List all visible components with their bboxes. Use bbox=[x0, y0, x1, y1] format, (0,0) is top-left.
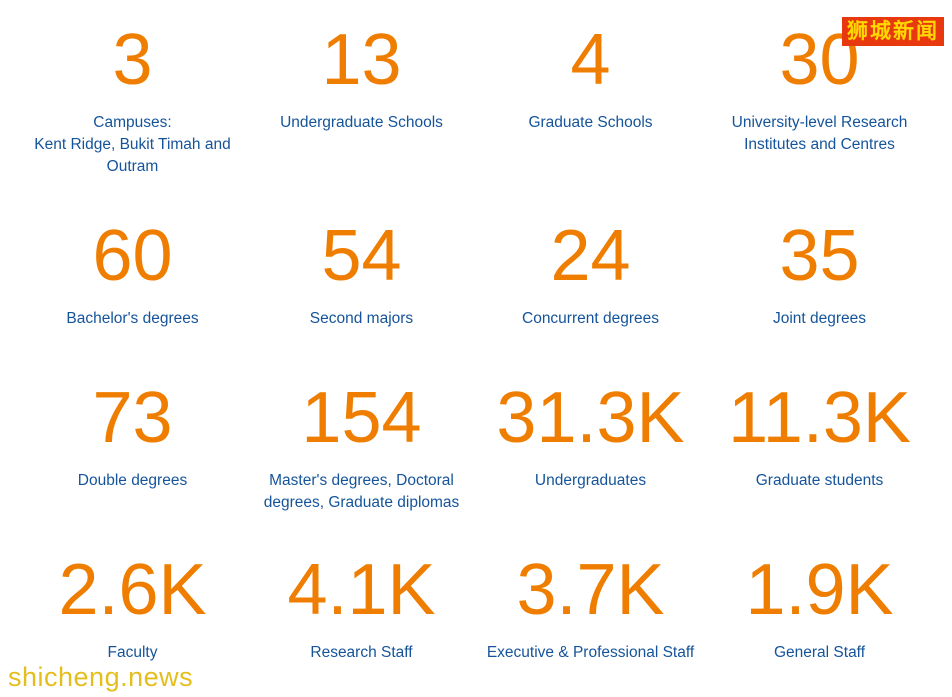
stat-value: 154 bbox=[301, 378, 422, 458]
stat-label: Campuses: Kent Ridge, Bukit Timah and Ou… bbox=[34, 113, 231, 175]
stat-value: 31.3K bbox=[496, 378, 685, 458]
stat-label: Bachelor's degrees bbox=[66, 309, 199, 327]
stat-label: Master's degrees, Doctoral degrees, Grad… bbox=[263, 471, 460, 511]
stat-label: Undergraduates bbox=[534, 471, 647, 489]
stat-concurrent-degrees: 24 Concurrent degrees bbox=[476, 216, 705, 330]
stat-label: Second majors bbox=[309, 309, 414, 327]
stat-value: 35 bbox=[779, 216, 860, 296]
stat-bachelors-degrees: 60 Bachelor's degrees bbox=[18, 216, 247, 330]
stat-value: 4 bbox=[570, 20, 611, 100]
stat-label: Research Staff bbox=[310, 643, 413, 661]
stat-value: 60 bbox=[92, 216, 173, 296]
stat-graduate-schools: 4 Graduate Schools bbox=[476, 20, 705, 134]
stat-double-degrees: 73 Double degrees bbox=[18, 378, 247, 492]
stat-label: Faculty bbox=[107, 643, 158, 661]
stat-undergraduates: 31.3K Undergraduates bbox=[476, 378, 705, 492]
stat-label: Undergraduate Schools bbox=[280, 113, 443, 131]
stat-research-staff: 4.1K Research Staff bbox=[247, 550, 476, 664]
stat-masters-doctoral: 154 Master's degrees, Doctoral degrees, … bbox=[247, 378, 476, 514]
stat-value: 13 bbox=[321, 20, 402, 100]
stat-second-majors: 54 Second majors bbox=[247, 216, 476, 330]
stat-value: 1.9K bbox=[745, 550, 894, 630]
stat-label: Graduate students bbox=[755, 471, 884, 489]
stat-executive-professional-staff: 3.7K Executive & Professional Staff bbox=[476, 550, 705, 664]
stat-faculty: 2.6K Faculty bbox=[18, 550, 247, 664]
news-badge-watermark: 狮城新闻 bbox=[842, 17, 944, 46]
stat-label: Graduate Schools bbox=[528, 113, 653, 131]
stat-label: University-level Research Institutes and… bbox=[731, 113, 908, 153]
stat-value: 3.7K bbox=[516, 550, 665, 630]
stat-joint-degrees: 35 Joint degrees bbox=[705, 216, 934, 330]
stat-label: Concurrent degrees bbox=[522, 309, 659, 327]
stat-value: 2.6K bbox=[58, 550, 207, 630]
stat-value: 11.3K bbox=[728, 378, 911, 458]
stat-undergraduate-schools: 13 Undergraduate Schools bbox=[247, 20, 476, 134]
stat-value: 54 bbox=[321, 216, 402, 296]
stat-label: Executive & Professional Staff bbox=[486, 643, 695, 661]
stat-label: Joint degrees bbox=[772, 309, 867, 327]
stat-graduate-students: 11.3K Graduate students bbox=[705, 378, 934, 492]
stat-campuses: 3 Campuses: Kent Ridge, Bukit Timah and … bbox=[18, 20, 247, 178]
stat-value: 73 bbox=[92, 378, 173, 458]
stat-label: Double degrees bbox=[77, 471, 188, 489]
stat-general-staff: 1.9K General Staff bbox=[705, 550, 934, 664]
stat-value: 4.1K bbox=[287, 550, 436, 630]
stats-grid: 3 Campuses: Kent Ridge, Bukit Timah and … bbox=[18, 20, 934, 664]
stat-label: General Staff bbox=[773, 643, 866, 661]
stat-value: 24 bbox=[550, 216, 631, 296]
site-url-watermark: shicheng.news bbox=[8, 662, 194, 692]
stat-value: 3 bbox=[112, 20, 153, 100]
